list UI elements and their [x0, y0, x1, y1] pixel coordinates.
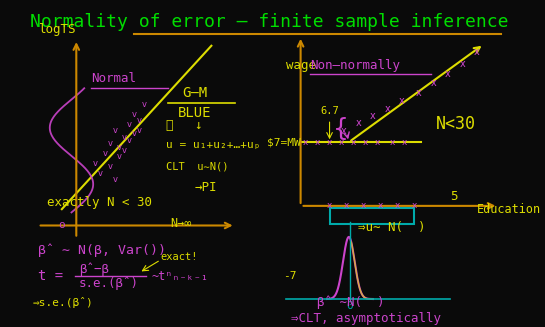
Text: v: v	[112, 175, 117, 184]
Text: v: v	[141, 100, 147, 109]
Text: x: x	[390, 138, 395, 146]
Text: x: x	[395, 201, 400, 210]
Text: x: x	[339, 138, 344, 146]
Text: v: v	[122, 133, 127, 142]
Text: v: v	[127, 120, 132, 129]
Text: BLUE: BLUE	[178, 106, 211, 120]
Text: x: x	[445, 69, 451, 78]
Text: β̂ ∼N(  ): β̂ ∼N( )	[318, 296, 385, 309]
Text: x: x	[459, 59, 465, 69]
Text: $7=MW: $7=MW	[267, 137, 301, 147]
Text: exactly N < 30: exactly N < 30	[47, 196, 153, 209]
Text: v: v	[107, 139, 113, 148]
Text: Non–normally: Non–normally	[310, 59, 400, 72]
Text: u = u₁+u₂+…+uₚ: u = u₁+u₂+…+uₚ	[166, 140, 260, 150]
Text: v: v	[117, 152, 122, 161]
Text: x: x	[378, 201, 383, 210]
Text: ⇒s.e.(β̂): ⇒s.e.(β̂)	[33, 297, 94, 308]
Text: β̂−β: β̂−β	[78, 263, 108, 276]
Text: Normality of error – finite sample inference: Normality of error – finite sample infer…	[30, 13, 508, 31]
Text: x: x	[385, 104, 390, 114]
Text: x: x	[361, 201, 366, 210]
Text: 5: 5	[450, 190, 458, 203]
Text: ~tⁿₙ₋ₖ₋₁: ~tⁿₙ₋ₖ₋₁	[151, 270, 208, 283]
Text: x: x	[327, 201, 332, 210]
Text: x: x	[399, 96, 405, 106]
Text: →PI: →PI	[195, 181, 217, 195]
Text: CLT  u∼N(): CLT u∼N()	[166, 162, 228, 172]
Text: v: v	[117, 143, 122, 151]
Text: v: v	[122, 146, 127, 155]
Text: 6.7: 6.7	[321, 106, 340, 116]
Text: 0: 0	[347, 301, 353, 311]
Text: v: v	[132, 129, 137, 139]
Text: v: v	[136, 116, 142, 126]
Text: logTS: logTS	[38, 23, 75, 36]
Text: o: o	[58, 220, 65, 231]
Text: ↓: ↓	[195, 119, 202, 132]
Text: ⇒CLT, asymptotically: ⇒CLT, asymptotically	[291, 312, 441, 325]
Text: x: x	[302, 138, 308, 146]
Text: x: x	[411, 201, 417, 210]
Text: v: v	[98, 169, 103, 178]
Text: x: x	[351, 138, 356, 146]
Text: {: {	[332, 117, 349, 141]
Text: x: x	[375, 138, 380, 146]
Text: v: v	[107, 162, 113, 171]
Text: Education: Education	[477, 203, 541, 215]
Text: x: x	[356, 117, 361, 128]
Text: ⇒u∼ N(  ): ⇒u∼ N( )	[359, 221, 426, 233]
Text: -7: -7	[283, 271, 296, 281]
Text: v: v	[93, 159, 98, 168]
Text: x: x	[327, 138, 332, 146]
Text: x: x	[402, 138, 407, 146]
Text: x: x	[431, 78, 436, 88]
Text: v: v	[103, 149, 108, 158]
Text: x: x	[474, 47, 480, 57]
Text: N<30: N<30	[435, 115, 476, 133]
Text: x: x	[416, 88, 422, 98]
Text: N→∞: N→∞	[171, 217, 192, 230]
Text: exact!: exact!	[161, 251, 198, 262]
Text: x: x	[315, 138, 320, 146]
Text: v: v	[127, 136, 132, 145]
Text: s.e.(β̂): s.e.(β̂)	[78, 277, 139, 290]
Text: ℓ: ℓ	[166, 119, 173, 132]
Text: G–M: G–M	[182, 86, 207, 100]
Text: v: v	[136, 126, 142, 135]
Text: x: x	[370, 111, 376, 121]
Text: x: x	[341, 126, 347, 136]
Text: v: v	[132, 110, 137, 119]
Text: t =: t =	[38, 269, 63, 283]
Text: x: x	[344, 201, 349, 210]
Text: x: x	[363, 138, 368, 146]
Text: v: v	[112, 126, 117, 135]
Text: β̂ ∼ N(β, Var()): β̂ ∼ N(β, Var())	[38, 243, 166, 257]
Text: wage: wage	[286, 59, 316, 72]
Text: Normal: Normal	[91, 72, 136, 85]
